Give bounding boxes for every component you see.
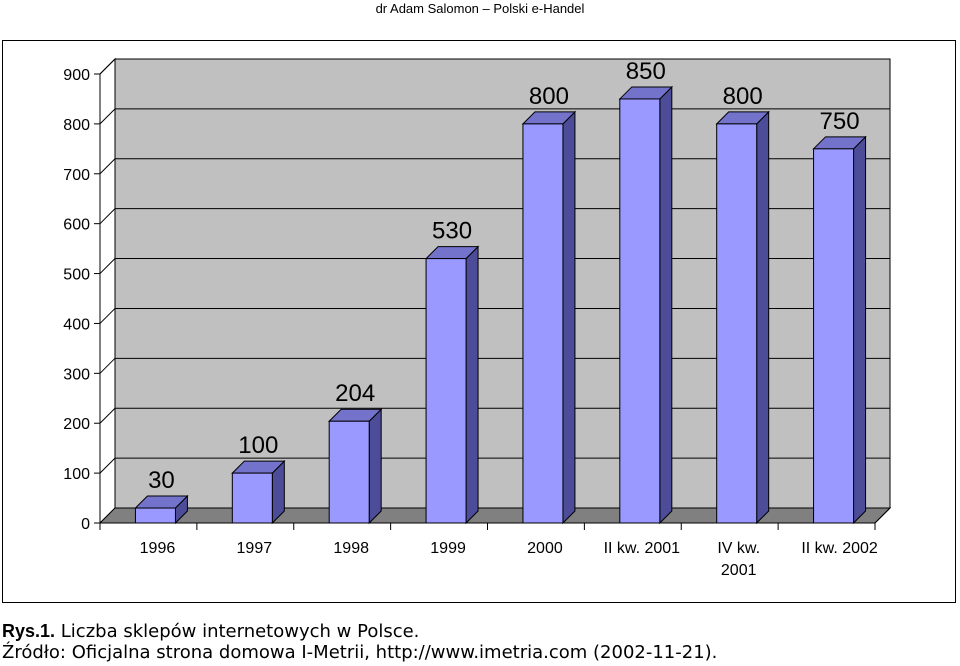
x-tick-label: IV kw. 2001	[717, 540, 760, 579]
bar-side	[853, 135, 867, 525]
bar-side	[659, 85, 673, 525]
bar	[231, 472, 273, 524]
data-label: 750	[820, 108, 860, 135]
figure-caption: Rys.1. Liczba sklepów internetowych w Po…	[2, 620, 419, 643]
chart-side-wall	[99, 57, 116, 525]
y-tick-label: 200	[63, 416, 90, 433]
x-tick-label: 1996	[140, 540, 176, 557]
y-tick-label: 400	[63, 316, 90, 333]
y-tick-label: 0	[81, 516, 90, 533]
chart-floor	[98, 507, 892, 524]
data-label: 800	[723, 83, 763, 110]
y-tick-label: 500	[63, 267, 90, 284]
y-tick-label: 700	[63, 167, 90, 184]
bar	[134, 507, 176, 524]
data-label: 530	[432, 218, 472, 245]
x-tick-label: 1998	[333, 540, 369, 557]
bar	[425, 258, 467, 524]
x-tick-label: II kw. 2002	[801, 540, 878, 557]
x-tick-label: 2000	[527, 540, 563, 557]
bar	[522, 123, 564, 524]
caption-text: Liczba sklepów internetowych w Polsce.	[55, 621, 420, 642]
column-chart: 0 100 200 300 400 500 600 700 800 900 30 1996 100 199…	[63, 57, 892, 579]
x-axis-depth	[874, 507, 891, 524]
y-tick-label: 100	[63, 466, 90, 483]
data-label: 850	[626, 58, 666, 85]
y-tick-label: 600	[63, 217, 90, 234]
chart-back-wall	[114, 58, 891, 509]
data-label: 204	[335, 380, 375, 407]
bar	[716, 123, 758, 524]
data-label: 800	[529, 83, 569, 110]
source-note: Źródło: Oficjalna strona domowa I-Metrii…	[2, 642, 718, 663]
y-tick-label: 800	[63, 117, 90, 134]
x-tick-label: 1999	[430, 540, 466, 557]
bar	[328, 420, 370, 524]
y-tick-label: 300	[63, 366, 90, 383]
page-header: dr Adam Salomon – Polski e-Handel	[375, 1, 585, 16]
bar-side	[562, 110, 576, 525]
bar	[813, 148, 855, 524]
x-tick-label: II kw. 2001	[604, 540, 681, 557]
data-label: 30	[148, 467, 175, 494]
data-label: 100	[238, 432, 278, 459]
x-tick-label: 1997	[237, 540, 273, 557]
bar	[619, 98, 661, 524]
caption-label: Rys.1.	[2, 621, 56, 641]
bar-side	[756, 110, 770, 525]
gridline	[99, 58, 890, 75]
bar-side	[368, 408, 382, 525]
y-tick-label: 900	[63, 67, 90, 84]
bar-side	[465, 245, 479, 525]
